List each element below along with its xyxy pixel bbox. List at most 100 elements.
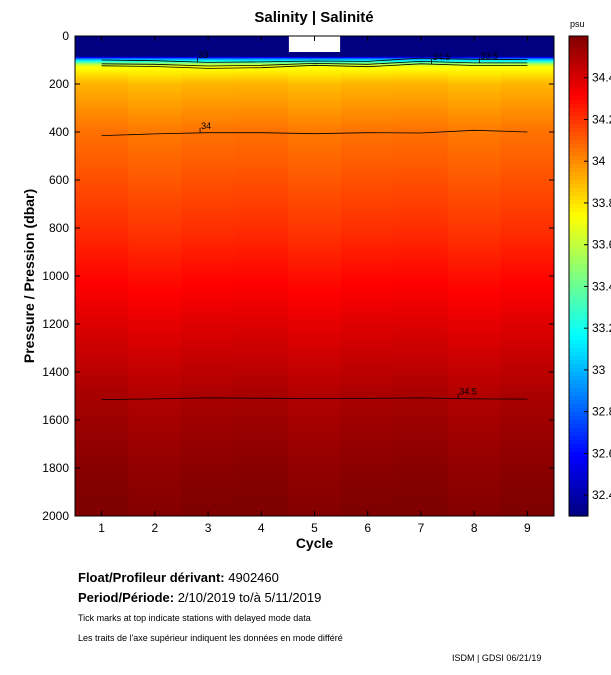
heatmap-cell (394, 112, 449, 115)
heatmap-cell (341, 438, 395, 440)
heatmap-cell (447, 168, 502, 171)
heatmap-cell (341, 43, 395, 46)
heatmap-cell (287, 273, 342, 275)
heatmap-cell (341, 290, 395, 292)
heatmap-cell (128, 222, 183, 224)
heatmap-cell (394, 274, 449, 276)
heatmap-cell (287, 82, 342, 84)
heatmap-cell (234, 175, 289, 177)
heatmap-cell (500, 180, 554, 183)
heatmap-cell (181, 395, 236, 397)
heatmap-cell (341, 152, 395, 154)
heatmap-cell (181, 141, 236, 144)
heatmap-cell (500, 295, 554, 297)
heatmap-cell (500, 157, 554, 160)
heatmap-cell (447, 193, 502, 195)
heatmap-cell (500, 502, 554, 505)
heatmap-cell (181, 474, 236, 477)
heatmap-cell (128, 201, 183, 203)
heatmap-cell (341, 80, 395, 82)
heatmap-cell (75, 178, 129, 180)
heatmap-cell (75, 300, 129, 303)
heatmap-cell (341, 165, 395, 168)
heatmap-cell (500, 350, 554, 353)
heatmap-cell (75, 145, 129, 147)
heatmap-cell (128, 156, 183, 159)
heatmap-cell (128, 307, 183, 310)
colorbar-cell (569, 40, 588, 45)
heatmap-cell (234, 140, 289, 143)
heatmap-cell (287, 288, 342, 291)
heatmap-cell (234, 359, 289, 362)
heatmap-cell (447, 400, 502, 403)
heatmap-cell (394, 263, 449, 266)
heatmap-cell (500, 400, 554, 403)
heatmap-cell (181, 241, 236, 243)
x-tick-label: 8 (471, 521, 478, 535)
colorbar-tick-label: 32.8 (592, 405, 611, 419)
heatmap-cell (394, 346, 449, 348)
heatmap-cell (447, 187, 502, 190)
heatmap-cell (287, 369, 342, 371)
heatmap-cell (287, 134, 342, 137)
heatmap-cell (75, 128, 129, 130)
heatmap-cell (500, 263, 554, 266)
heatmap-cell (447, 51, 502, 53)
heatmap-cell (75, 277, 129, 280)
heatmap-cell (128, 277, 183, 280)
heatmap-cell (75, 84, 129, 87)
heatmap-cell (181, 268, 236, 270)
colorbar-cell (569, 356, 588, 361)
heatmap-cell (75, 342, 129, 344)
heatmap-cell (128, 401, 183, 404)
heatmap-cell (500, 344, 554, 346)
heatmap-cell (394, 82, 449, 84)
heatmap-cell (75, 220, 129, 222)
colorbar-cell (569, 464, 588, 469)
heatmap-cell (447, 419, 502, 421)
colorbar-cell (569, 420, 588, 425)
heatmap-cell (447, 331, 502, 334)
heatmap-cell (394, 156, 449, 158)
heatmap-cell (287, 109, 342, 112)
heatmap-cell (500, 431, 554, 434)
heatmap-cell (394, 146, 449, 148)
heatmap-cell (75, 96, 129, 99)
heatmap-cell (287, 448, 342, 451)
heatmap-cell (181, 121, 236, 123)
heatmap-cell (500, 406, 554, 409)
heatmap-cell (234, 318, 289, 320)
heatmap-cell (234, 499, 289, 502)
heatmap-cell (75, 141, 129, 144)
heatmap-cell (181, 426, 236, 429)
heatmap-cell (341, 189, 395, 192)
heatmap-cell (287, 474, 342, 477)
float-value: 4902460 (228, 570, 279, 585)
heatmap-cell (447, 215, 502, 218)
heatmap-cell (181, 233, 236, 236)
heatmap-cell (447, 474, 502, 477)
heatmap-cell (75, 484, 129, 486)
heatmap-cell (447, 185, 502, 188)
heatmap-cell (181, 107, 236, 109)
heatmap-cell (234, 89, 289, 92)
heatmap-cell (500, 40, 554, 43)
heatmap-cell (234, 101, 289, 103)
heatmap-cell (500, 396, 554, 399)
heatmap-cell (181, 361, 236, 363)
heatmap-cell (181, 477, 236, 480)
heatmap-cell (287, 214, 342, 217)
colorbar-tick-label: 33.4 (592, 279, 611, 293)
heatmap-cell (181, 403, 236, 406)
heatmap-cell (181, 388, 236, 390)
heatmap-cell (394, 258, 449, 261)
heatmap-cell (287, 246, 342, 248)
heatmap-cell (341, 106, 395, 108)
heatmap-cell (75, 248, 129, 250)
heatmap-cell (181, 389, 236, 391)
heatmap-cell (447, 136, 502, 139)
heatmap-cell (75, 60, 129, 62)
heatmap-cell (75, 197, 129, 199)
heatmap-cell (394, 176, 449, 178)
heatmap-cell (341, 269, 395, 271)
